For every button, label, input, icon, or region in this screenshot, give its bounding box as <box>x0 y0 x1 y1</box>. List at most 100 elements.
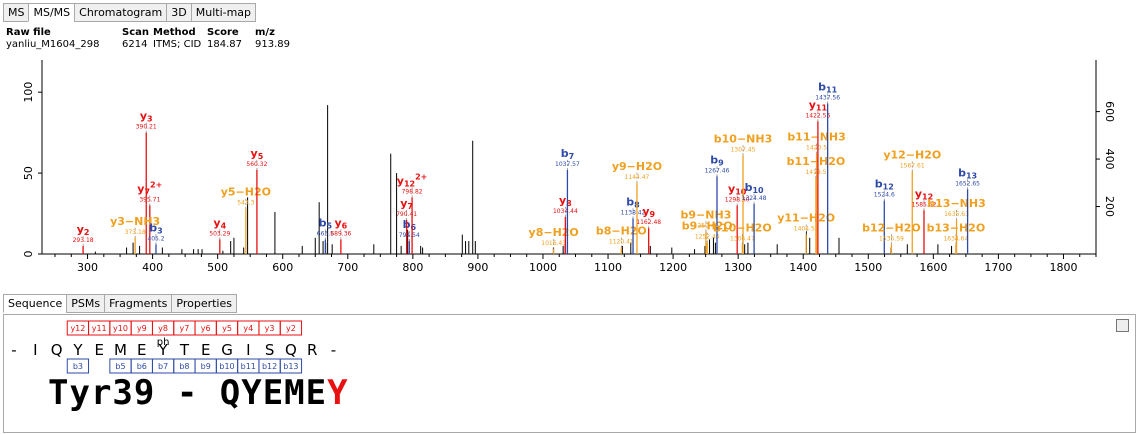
ion-label: y8−H2O <box>529 226 579 239</box>
y-ion-label: y5 <box>222 324 232 333</box>
y-ion-label: y10 <box>113 324 128 333</box>
tab-multi-map[interactable]: Multi-map <box>190 3 257 22</box>
x-tick-label: 1100 <box>594 261 622 274</box>
ion-label: b12−H2O <box>862 221 921 234</box>
tab-psms[interactable]: PSMs <box>66 294 105 313</box>
ion-label: b5 <box>319 216 333 230</box>
ion-number: 4 <box>221 221 227 230</box>
ion-mz-label: 794.54 <box>399 232 420 239</box>
x-tick-label: 1400 <box>789 261 817 274</box>
panel-toggle-checkbox[interactable] <box>1116 319 1129 332</box>
ion-mz-label: 1524.6 <box>874 192 895 199</box>
ion-mz-label: 1120.41 <box>609 239 634 246</box>
ion-mz-label: 665.5 <box>317 230 334 237</box>
x-tick-label: 1300 <box>724 261 752 274</box>
ion-label: b9 <box>710 153 724 167</box>
b-ion-label: b10 <box>219 362 234 371</box>
x-tick-label: 1600 <box>919 261 947 274</box>
residue: S <box>265 341 275 359</box>
ion-label: y11 <box>809 98 828 112</box>
x-tick-label: 1200 <box>659 261 687 274</box>
ion-label: b6 <box>403 218 417 232</box>
y-tick-label-left: 0 <box>22 251 35 258</box>
tab-fragments[interactable]: Fragments <box>104 294 172 313</box>
site-title-red-residue: Y <box>327 373 349 413</box>
residue: E <box>201 341 210 359</box>
x-tick-label: 800 <box>402 261 423 274</box>
ion-label: y2 <box>77 223 90 237</box>
ion-mz-label: 543.3 <box>237 200 254 207</box>
tab-3d[interactable]: 3D <box>166 3 191 22</box>
residue: Y <box>158 341 169 359</box>
ion-type: y <box>397 174 404 187</box>
x-tick-label: 900 <box>467 261 488 274</box>
b-ion-label: b5 <box>115 362 125 371</box>
ion-label: y72+ <box>137 180 162 196</box>
ion-label: y4 <box>213 216 226 230</box>
ion-label: y122+ <box>397 172 428 188</box>
ion-label: b8 <box>626 195 640 209</box>
y-ion-label: y12 <box>70 324 85 333</box>
ion-type: b <box>958 166 966 179</box>
residue: M <box>114 341 127 359</box>
residue: Y <box>72 341 83 359</box>
tab-ms-ms[interactable]: MS/MS <box>28 3 75 22</box>
method-header: Method <box>153 27 196 38</box>
method-value: ITMS; CID <box>153 39 202 50</box>
ion-mz-label: 1567.61 <box>900 162 925 169</box>
tab-properties[interactable]: Properties <box>171 294 237 313</box>
ion-mz-label: 1016.43 <box>541 240 566 247</box>
ion-mz-label: 1144.47 <box>625 174 650 181</box>
ion-mz-label: 1250.49 <box>694 222 719 229</box>
ion-label: b11−H2O <box>787 155 846 168</box>
ion-mz-label: 1306.47 <box>730 235 755 242</box>
ion-label: y12−H2O <box>883 148 941 161</box>
fragment-coverage-map: - I Q Y E M E Y T E G I S Q R -y12 y11 y10 y9 y8 y7 y6 y5 y4 y3 y… <box>11 320 336 374</box>
ion-mz-label: 790.41 <box>396 211 417 218</box>
site-annotation-title: Tyr39 - QYEMEY <box>48 373 349 413</box>
ion-label: b10 <box>745 181 764 195</box>
ion-number: 9 <box>649 210 655 219</box>
ion-type: b <box>626 195 634 208</box>
ion-number: 7 <box>569 152 575 161</box>
tab-sequence[interactable]: Sequence <box>3 294 67 313</box>
ion-number: 13 <box>966 171 977 180</box>
ion-number: 11 <box>816 103 828 112</box>
ion-label: b7 <box>561 147 574 161</box>
ion-mz-label: 1034.44 <box>553 208 578 215</box>
raw-file-value: yanliu_M1604_298 <box>6 39 100 50</box>
spectrum-view-tabs: MS MS/MS Chromatogram 3D Multi-map <box>3 3 257 22</box>
scan-info-header-row: Raw file Scan Method Score m/z <box>6 27 305 39</box>
ion-mz-label: 293.18 <box>73 237 94 244</box>
ion-label: y11−H2O <box>777 212 835 225</box>
ion-type: y <box>809 98 816 111</box>
ion-number: 12 <box>922 192 933 201</box>
scan-header: Scan <box>122 27 149 38</box>
ion-charge: 2+ <box>415 172 427 181</box>
ion-type: y <box>77 223 84 236</box>
tab-ms[interactable]: MS <box>3 3 29 22</box>
ion-type: y <box>400 197 407 210</box>
mz-value: 913.89 <box>255 39 290 50</box>
ion-label: y10 <box>728 182 747 196</box>
scan-info-value-row: yanliu_M1604_298 6214 ITMS; CID 184.87 9… <box>6 39 305 51</box>
residue: I <box>33 341 37 359</box>
y-ion-label: y8 <box>158 324 168 333</box>
ion-type: y <box>213 216 220 229</box>
b-ion-box <box>66 358 90 374</box>
ion-mz-label: 395.71 <box>139 196 160 203</box>
ion-mz-label: 1138.42 <box>621 209 646 216</box>
scan-value: 6214 <box>122 39 148 50</box>
residue: T <box>179 341 190 359</box>
msms-spectrum-chart[interactable]: 300 400 500 600 700 800 900 1000 1100 1200 1300 140… <box>0 50 1136 292</box>
y-ion-box <box>279 320 303 336</box>
y-tick-label-right: 200 <box>1103 196 1116 217</box>
ion-mz-label: 1252.46 <box>695 234 720 241</box>
ion-mz-label: 390.21 <box>136 124 157 131</box>
ion-mz-label: 689.36 <box>330 230 351 237</box>
ion-label: y6 <box>334 216 347 230</box>
scan-info-table: Raw file Scan Method Score m/z yanliu_M1… <box>6 27 305 51</box>
tab-chromatogram[interactable]: Chromatogram <box>74 3 167 22</box>
raw-file-header: Raw file <box>6 27 51 38</box>
ion-mz-label: 1420.5 <box>806 145 827 152</box>
